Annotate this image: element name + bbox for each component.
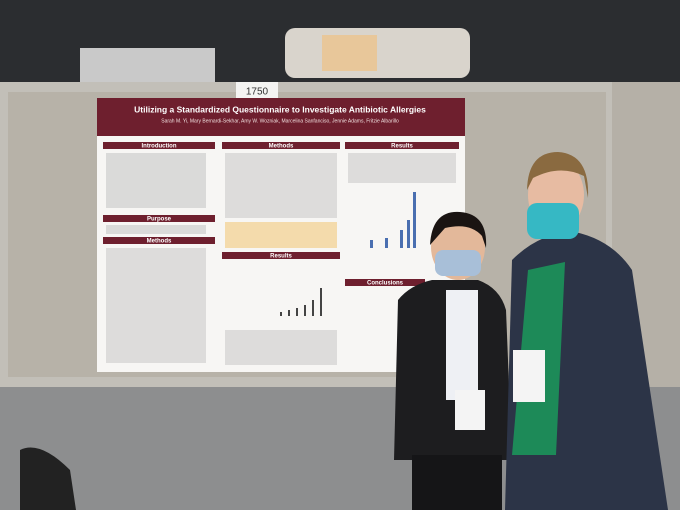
back-wall	[80, 48, 215, 86]
poster-authors: Sarah M. Yi, Mary Bernardi-Sekhar, Amy W…	[161, 118, 399, 124]
poster-figure	[370, 192, 416, 248]
booth-sign	[236, 82, 278, 102]
face-mask	[435, 250, 481, 276]
face-mask	[527, 203, 579, 239]
person-pants	[412, 455, 502, 510]
section-heading: Methods	[147, 239, 172, 245]
section-bar	[103, 142, 215, 149]
poster-title: Utilizing a Standardized Questionnaire t…	[134, 104, 426, 114]
section-heading: Conclusions	[367, 281, 404, 287]
body-text	[106, 153, 206, 363]
name-badge	[455, 390, 485, 430]
section-bar	[103, 237, 215, 244]
booth-number: 1750	[246, 87, 269, 98]
body-text	[225, 153, 337, 365]
section-bar	[222, 252, 340, 259]
section-heading: Introduction	[142, 144, 177, 150]
body-text	[348, 153, 456, 183]
bag	[20, 447, 76, 510]
ceiling-light	[322, 35, 377, 71]
name-badge	[513, 350, 545, 402]
section-heading: Results	[391, 144, 413, 150]
section-heading: Purpose	[147, 217, 172, 223]
poster-figure	[280, 288, 322, 316]
person-hair	[527, 152, 589, 198]
section-heading: Results	[270, 254, 292, 260]
section-bar	[222, 142, 340, 149]
section-bar	[103, 215, 215, 222]
poster-header	[97, 98, 465, 136]
person-hair	[430, 211, 487, 248]
section-bar	[345, 279, 425, 286]
person-shirt	[446, 290, 478, 400]
section-heading: Methods	[269, 144, 294, 150]
section-bar	[345, 142, 459, 149]
ceiling-fixture	[285, 28, 470, 78]
